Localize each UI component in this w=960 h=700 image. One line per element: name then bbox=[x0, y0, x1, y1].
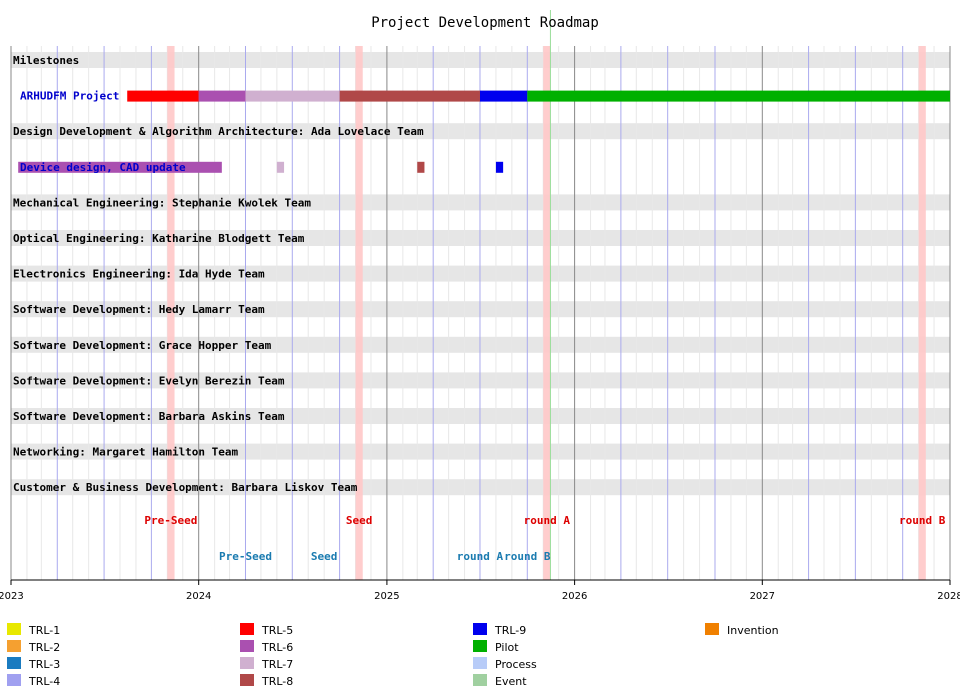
event-label: Pre-Seed bbox=[144, 514, 197, 527]
lane-label: Electronics Engineering: Ida Hyde Team bbox=[13, 268, 265, 281]
legend-swatch bbox=[7, 640, 21, 652]
bar-row-label: ARHUDFM Project bbox=[20, 90, 119, 103]
legend-swatch bbox=[473, 674, 487, 686]
bar-segment bbox=[417, 161, 425, 173]
lane-label: Networking: Margaret Hamilton Team bbox=[13, 446, 239, 459]
legend-label: Process bbox=[495, 658, 537, 671]
bar-segment bbox=[276, 161, 285, 173]
bar-segment bbox=[479, 90, 528, 102]
x-tick-label: 2027 bbox=[750, 591, 775, 602]
legend-label: Event bbox=[495, 675, 527, 688]
legend: TRL-1 TRL-2 TRL-3 TRL-4 TRL-5 TRL-6 TRL-7 TRL-8… bbox=[7, 623, 779, 688]
lane-label: Mechanical Engineering: Stephanie Kwolek… bbox=[13, 196, 311, 209]
bar-segment bbox=[527, 90, 950, 102]
x-axis: 2023 2024 2025 2026 2027 2028 bbox=[0, 579, 960, 602]
legend-label: TRL-6 bbox=[261, 641, 293, 654]
highlight-band bbox=[918, 46, 926, 580]
legend-label: TRL-3 bbox=[28, 658, 60, 671]
x-tick-label: 2026 bbox=[562, 591, 587, 602]
lane-labels: Milestones ARHUDFM Project Design Developm… bbox=[13, 54, 424, 494]
legend-swatch bbox=[240, 640, 254, 652]
event-label: Pre-Seed bbox=[219, 550, 272, 563]
bar-segment bbox=[127, 90, 199, 102]
legend-swatch bbox=[705, 623, 719, 635]
event-label: round A bbox=[524, 514, 571, 527]
x-tick-label: 2028 bbox=[937, 591, 960, 602]
legend-label: Invention bbox=[727, 624, 779, 637]
lane-label: Milestones bbox=[13, 54, 79, 67]
highlight-bands bbox=[167, 10, 926, 580]
bar-segment bbox=[245, 90, 340, 102]
bar-segments bbox=[18, 90, 950, 173]
legend-label: TRL-4 bbox=[28, 675, 60, 688]
legend-swatch bbox=[473, 640, 487, 652]
legend-swatch bbox=[473, 623, 487, 635]
legend-label: Pilot bbox=[495, 641, 519, 654]
highlight-band bbox=[543, 46, 551, 580]
legend-swatch bbox=[473, 657, 487, 669]
event-label: round A bbox=[457, 550, 504, 563]
lane-label: Software Development: Hedy Lamarr Team bbox=[13, 303, 265, 316]
highlight-band bbox=[355, 46, 363, 580]
x-tick-label: 2024 bbox=[186, 591, 211, 602]
legend-swatch bbox=[7, 674, 21, 686]
bar-segment bbox=[18, 161, 222, 173]
chart-title: Project Development Roadmap bbox=[371, 15, 599, 31]
event-label: Seed bbox=[311, 550, 338, 563]
lane-label: Design Development & Algorithm Architect… bbox=[13, 125, 424, 138]
lane-label: Optical Engineering: Katharine Blodgett … bbox=[13, 232, 305, 245]
legend-label: TRL-9 bbox=[494, 624, 526, 637]
bar-segment bbox=[339, 90, 480, 102]
gridlines bbox=[10, 46, 951, 580]
legend-label: TRL-1 bbox=[28, 624, 60, 637]
legend-swatch bbox=[7, 623, 21, 635]
bar-segment bbox=[495, 161, 504, 173]
bar-row-label: Device design, CAD update bbox=[20, 161, 186, 174]
legend-swatch bbox=[7, 657, 21, 669]
legend-swatch bbox=[240, 674, 254, 686]
legend-label: TRL-7 bbox=[261, 658, 293, 671]
lane-label: Customer & Business Development: Barbara… bbox=[13, 481, 358, 494]
legend-label: TRL-2 bbox=[28, 641, 60, 654]
x-tick-label: 2023 bbox=[0, 591, 24, 602]
legend-swatch bbox=[240, 657, 254, 669]
lane-label: Software Development: Evelyn Berezin Tea… bbox=[13, 374, 285, 387]
lane-label: Software Development: Grace Hopper Team bbox=[13, 339, 272, 352]
highlight-band bbox=[167, 46, 175, 580]
legend-label: TRL-8 bbox=[261, 675, 293, 688]
event-label: Seed bbox=[346, 514, 373, 527]
event-label: round B bbox=[899, 514, 946, 527]
legend-swatch bbox=[240, 623, 254, 635]
legend-label: TRL-5 bbox=[261, 624, 293, 637]
x-tick-label: 2025 bbox=[374, 591, 399, 602]
lane-label: Software Development: Barbara Askins Tea… bbox=[13, 410, 285, 423]
event-label: round B bbox=[504, 550, 551, 563]
bar-segment bbox=[198, 90, 246, 102]
